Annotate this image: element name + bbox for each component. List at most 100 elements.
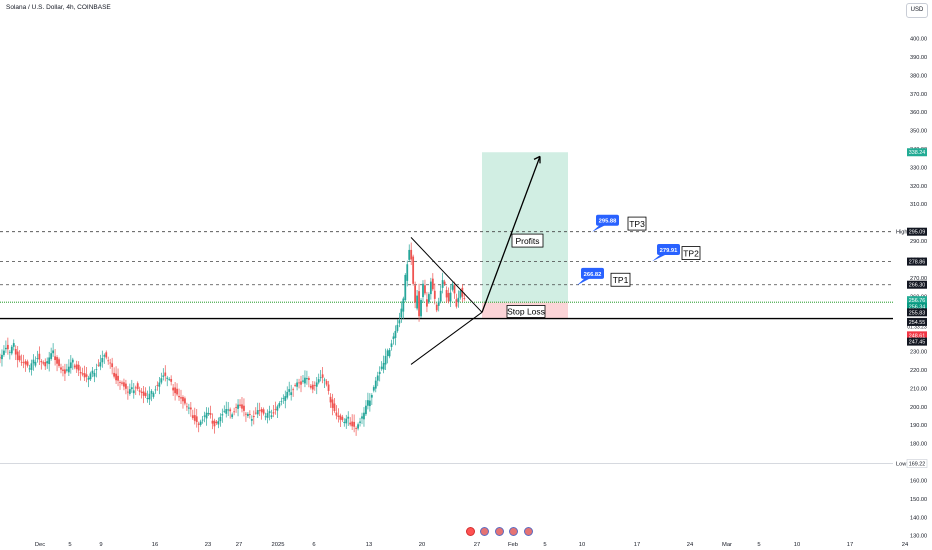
- price-tick-label: 270.00: [910, 276, 927, 282]
- candle: [392, 336, 395, 340]
- candle: [115, 373, 117, 381]
- candle: [201, 419, 204, 421]
- callout-tp3-bubble[interactable]: [596, 214, 619, 226]
- plot-area[interactable]: [0, 0, 893, 535]
- candle: [46, 361, 49, 364]
- us-flag-event-icon[interactable]: [480, 527, 490, 537]
- candle: [54, 356, 56, 361]
- callout-tp2-bubble[interactable]: [657, 243, 680, 255]
- candle: [28, 368, 31, 370]
- candle: [111, 363, 114, 368]
- candle: [298, 382, 300, 384]
- candle: [282, 397, 285, 399]
- candle: [306, 378, 308, 380]
- price-tick-label: 180.00: [910, 442, 927, 448]
- candle: [101, 358, 104, 363]
- breakout-arrow[interactable]: [481, 156, 541, 313]
- time-tick-label: 17: [634, 542, 640, 548]
- price-tick-label: 330.00: [910, 165, 927, 171]
- candle: [231, 414, 234, 418]
- candle: [156, 385, 159, 386]
- candle: [250, 418, 253, 421]
- candle: [105, 352, 108, 358]
- candle: [410, 249, 413, 260]
- low-label: Low: [896, 461, 907, 467]
- candle: [331, 399, 334, 408]
- candle: [64, 369, 66, 374]
- candle: [219, 416, 222, 422]
- candle: [248, 413, 251, 415]
- candle: [311, 384, 314, 390]
- tp2-label-box[interactable]: [681, 246, 701, 260]
- currency-button[interactable]: USD: [906, 3, 928, 18]
- candle: [125, 383, 127, 389]
- price-tick-label: 220.00: [910, 368, 927, 374]
- candle: [75, 364, 78, 370]
- triangle-lower-line[interactable]: [410, 311, 483, 365]
- candle: [205, 412, 208, 419]
- profits-label-box[interactable]: [511, 233, 544, 248]
- candle: [217, 421, 220, 425]
- candle: [150, 390, 153, 394]
- callout-tp1-bubble[interactable]: [581, 267, 604, 279]
- candle: [416, 295, 418, 309]
- candle: [245, 413, 247, 415]
- us-flag-event-icon[interactable]: [494, 527, 504, 537]
- time-tick-label: 5: [543, 542, 546, 548]
- candle: [22, 362, 25, 364]
- time-tick-label: 2025: [272, 542, 285, 548]
- time-tick-label: 5: [757, 542, 760, 548]
- candle: [211, 420, 214, 424]
- us-flag-event-icon[interactable]: [523, 527, 533, 537]
- dividend-event-icon[interactable]: [466, 527, 475, 537]
- candle: [367, 400, 369, 406]
- candle: [6, 344, 9, 350]
- candle: [378, 371, 381, 375]
- candle: [266, 413, 269, 418]
- candle: [142, 391, 145, 396]
- time-tick-label: 27: [474, 542, 480, 548]
- us-flag-event-icon[interactable]: [509, 527, 519, 537]
- tp3-label-box[interactable]: [627, 216, 647, 231]
- candle: [24, 361, 27, 365]
- candle: [12, 343, 15, 347]
- price-badge-label: 256.34: [909, 305, 926, 311]
- candle: [355, 428, 357, 429]
- triangle-upper-line[interactable]: [410, 237, 483, 313]
- candle: [372, 387, 375, 391]
- candle: [254, 412, 257, 414]
- candle: [433, 290, 436, 299]
- candle: [128, 389, 131, 394]
- event-markers[interactable]: [466, 523, 534, 541]
- stop-loss-label-box[interactable]: [506, 305, 546, 318]
- price-badge: [907, 317, 927, 326]
- candle: [50, 353, 53, 359]
- candle: [87, 377, 90, 380]
- time-tick-label: 20: [419, 542, 425, 548]
- tp1-label: TP1: [613, 275, 629, 285]
- candle: [274, 409, 277, 410]
- price-axis[interactable]: [895, 0, 932, 550]
- price-badge-label: 338.24: [909, 150, 926, 156]
- candle: [319, 377, 322, 379]
- candle: [95, 369, 98, 371]
- candle: [284, 396, 287, 401]
- candle: [400, 308, 403, 318]
- candle: [235, 407, 237, 408]
- candle: [270, 415, 273, 418]
- candle: [252, 416, 255, 418]
- time-tick-label: 24: [902, 542, 909, 548]
- profit-zone[interactable]: [482, 152, 568, 303]
- time-tick-label: 6: [312, 542, 315, 548]
- candle: [193, 415, 196, 421]
- candle: [258, 410, 261, 411]
- candle: [123, 382, 125, 387]
- candle: [459, 290, 462, 298]
- tp1-label-box[interactable]: [610, 272, 631, 287]
- candle: [447, 293, 450, 302]
- price-badge-label: 248.61: [909, 333, 926, 339]
- candle: [148, 393, 151, 400]
- candle: [164, 372, 167, 376]
- candle: [223, 410, 226, 412]
